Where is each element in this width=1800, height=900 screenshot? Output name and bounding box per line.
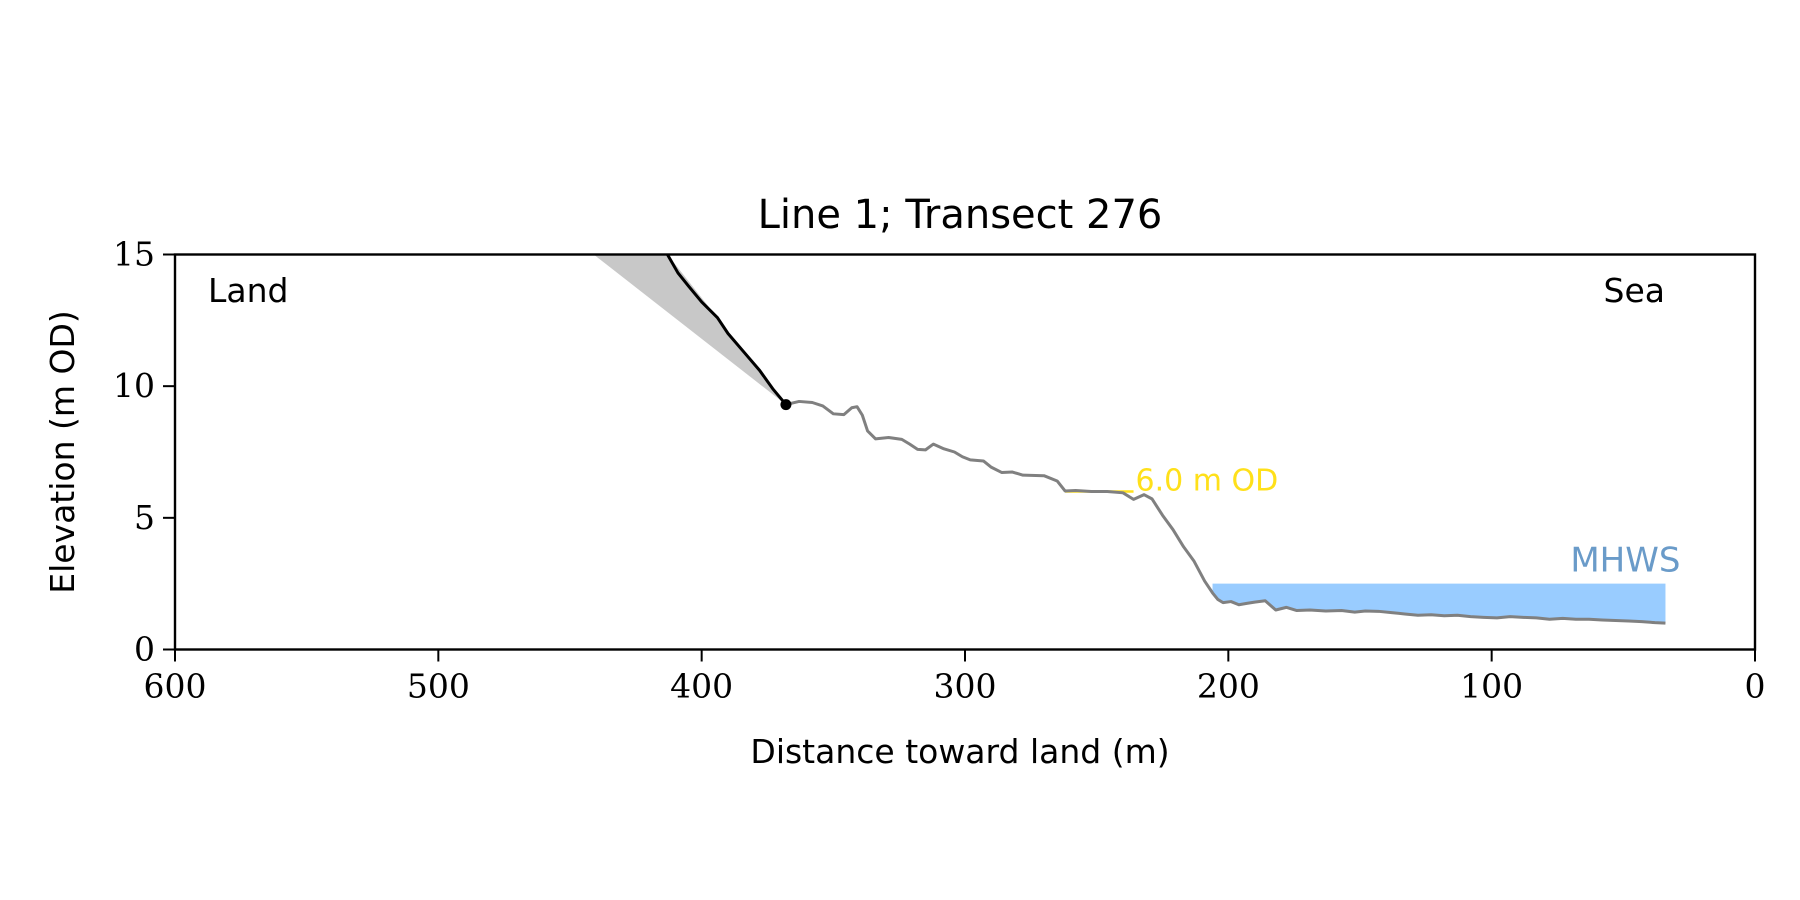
x-tick-label: 200 <box>1197 667 1260 706</box>
x-tick-label: 100 <box>1460 667 1523 706</box>
profile-line <box>785 399 1666 625</box>
x-tick-label: 500 <box>407 667 470 706</box>
x-tick-label: 400 <box>670 667 733 706</box>
x-tick-label: 300 <box>934 667 997 706</box>
land-label: Land <box>208 271 288 310</box>
x-tick-label: 600 <box>144 667 207 706</box>
cliff-line <box>666 253 788 406</box>
y-axis-label: Elevation (m OD) <box>43 310 82 594</box>
plot-area <box>593 253 1666 625</box>
cliff-wedge-fill <box>593 254 786 405</box>
x-axis: 600 500 400 300 200 100 0 <box>144 649 1766 706</box>
cliff-top-marker <box>780 399 792 411</box>
y-tick-label: 5 <box>134 498 155 537</box>
x-tick-label: 0 <box>1745 667 1766 706</box>
sea-label: Sea <box>1604 271 1665 310</box>
mhws-water-fill <box>1212 583 1666 624</box>
x-axis-label: Distance toward land (m) <box>750 732 1169 771</box>
y-tick-label: 15 <box>113 235 155 274</box>
y-tick-label: 10 <box>113 366 155 405</box>
y-tick-label: 0 <box>134 630 155 669</box>
chart-title: Line 1; Transect 276 <box>758 192 1163 238</box>
level-label: 6.0 m OD <box>1136 464 1279 499</box>
mhws-label: MHWS <box>1570 541 1680 581</box>
y-axis: 0 5 10 15 <box>113 235 175 669</box>
